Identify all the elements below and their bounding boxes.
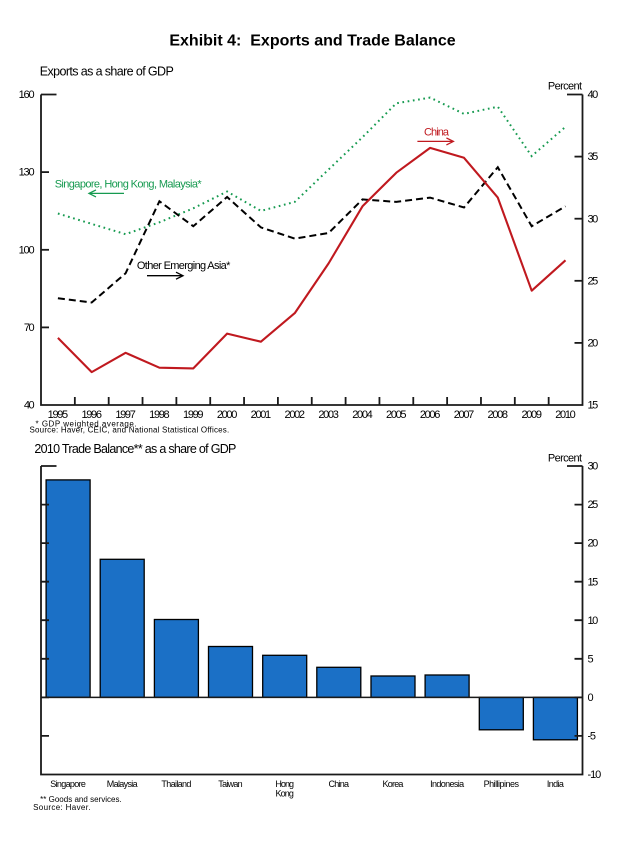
svg-text:1997: 1997 bbox=[115, 409, 136, 421]
svg-text:10: 10 bbox=[588, 615, 599, 627]
svg-text:100: 100 bbox=[19, 244, 35, 256]
svg-text:2007: 2007 bbox=[454, 409, 475, 421]
svg-text:30: 30 bbox=[588, 461, 599, 473]
svg-text:China: China bbox=[424, 127, 450, 139]
svg-text:Phillipines: Phillipines bbox=[484, 779, 520, 789]
svg-text:Exports as a share of GDP: Exports as a share of GDP bbox=[40, 64, 174, 78]
svg-text:0: 0 bbox=[588, 692, 594, 704]
svg-text:Kong: Kong bbox=[276, 789, 294, 799]
svg-text:130: 130 bbox=[19, 167, 35, 179]
svg-text:* GDP weighted average.: * GDP weighted average. bbox=[36, 420, 137, 429]
svg-text:Source: Haver, CEIC, and Natio: Source: Haver, CEIC, and National Statis… bbox=[30, 426, 230, 435]
svg-text:1998: 1998 bbox=[149, 409, 170, 421]
svg-text:Taiwan: Taiwan bbox=[218, 779, 242, 789]
svg-text:-10: -10 bbox=[588, 769, 602, 781]
svg-text:5: 5 bbox=[588, 653, 594, 665]
svg-text:25: 25 bbox=[588, 275, 599, 287]
svg-text:2000: 2000 bbox=[217, 409, 238, 421]
svg-text:2006: 2006 bbox=[420, 409, 441, 421]
svg-text:30: 30 bbox=[588, 213, 599, 225]
svg-text:Hong: Hong bbox=[275, 779, 294, 789]
svg-text:2009: 2009 bbox=[521, 409, 542, 421]
svg-text:15: 15 bbox=[588, 576, 599, 588]
svg-text:15: 15 bbox=[588, 400, 599, 412]
svg-text:70: 70 bbox=[24, 322, 35, 334]
svg-text:2005: 2005 bbox=[386, 409, 407, 421]
svg-text:2002: 2002 bbox=[285, 409, 306, 421]
svg-text:2010 Trade Balance** as a shar: 2010 Trade Balance** as a share of GDP bbox=[34, 442, 236, 456]
svg-text:Percent: Percent bbox=[548, 453, 582, 465]
svg-text:Singapore, Hong Kong, Malaysia: Singapore, Hong Kong, Malaysia* bbox=[55, 179, 203, 191]
svg-text:20: 20 bbox=[588, 538, 599, 550]
svg-text:2003: 2003 bbox=[318, 409, 339, 421]
svg-text:Korea: Korea bbox=[383, 779, 404, 789]
svg-text:2010: 2010 bbox=[555, 409, 576, 421]
svg-text:Exhibit 4: Exports and Trade: Exhibit 4: Exports and Trade Balance bbox=[169, 33, 455, 50]
svg-text:-5: -5 bbox=[588, 731, 597, 743]
svg-text:160: 160 bbox=[19, 89, 35, 101]
svg-text:Thailand: Thailand bbox=[161, 779, 191, 789]
svg-text:1995: 1995 bbox=[48, 409, 69, 421]
svg-text:35: 35 bbox=[588, 151, 599, 163]
svg-text:** Goods and services.: ** Goods and services. bbox=[40, 795, 122, 804]
svg-text:25: 25 bbox=[588, 499, 599, 511]
svg-text:2008: 2008 bbox=[488, 409, 509, 421]
svg-text:Source: Haver.: Source: Haver. bbox=[33, 803, 90, 812]
svg-text:India: India bbox=[547, 779, 564, 789]
svg-text:2001: 2001 bbox=[251, 409, 272, 421]
svg-text:40: 40 bbox=[24, 400, 35, 412]
svg-text:China: China bbox=[329, 779, 350, 789]
svg-text:Percent: Percent bbox=[548, 81, 582, 93]
svg-text:Other Emerging Asia*: Other Emerging Asia* bbox=[137, 260, 231, 272]
svg-text:1996: 1996 bbox=[81, 409, 102, 421]
svg-text:20: 20 bbox=[588, 338, 599, 350]
svg-text:40: 40 bbox=[588, 89, 599, 101]
svg-text:Malaysia: Malaysia bbox=[107, 779, 138, 789]
svg-text:1999: 1999 bbox=[183, 409, 204, 421]
svg-text:2004: 2004 bbox=[352, 409, 373, 421]
svg-text:Indonesia: Indonesia bbox=[430, 779, 464, 789]
svg-text:Singapore: Singapore bbox=[50, 779, 86, 789]
